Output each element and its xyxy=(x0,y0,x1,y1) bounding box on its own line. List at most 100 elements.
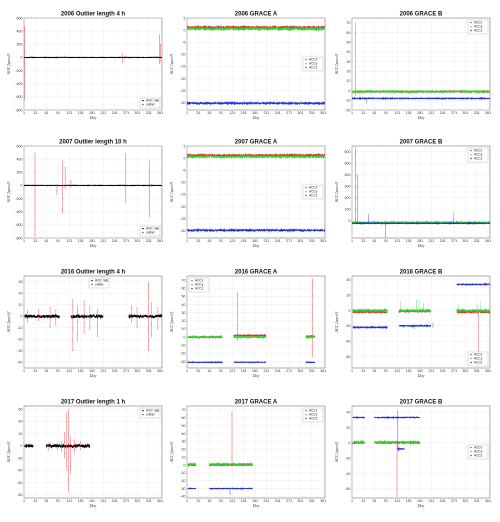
x-tick-label: 61 xyxy=(45,499,49,503)
x-tick-label: 61 xyxy=(45,239,49,243)
x-tick-label: 121 xyxy=(66,369,72,373)
data-line xyxy=(187,25,325,32)
x-tick-label: 61 xyxy=(373,499,377,503)
chart-title: 2007 Outlier length 10 h xyxy=(59,140,127,146)
x-tick-label: 211 xyxy=(429,111,435,115)
legend-entry: ACCy xyxy=(309,413,318,417)
legend-entry: outlier xyxy=(146,103,156,107)
legend-entry: ACCy xyxy=(309,190,318,194)
x-tick-label: 31 xyxy=(33,369,37,373)
x-tick-label: 301 xyxy=(462,239,468,243)
y-tick-label: -30 xyxy=(180,101,185,105)
y-tick-label: 0 xyxy=(184,335,186,339)
series-accz xyxy=(187,360,316,364)
x-tick-label: 211 xyxy=(264,369,270,373)
series-outlier xyxy=(34,152,152,237)
x-tick-label: 211 xyxy=(264,239,270,243)
x-tick-label: 301 xyxy=(134,369,140,373)
x-tick-label: 331 xyxy=(146,239,152,243)
x-tick-label: 241 xyxy=(440,499,446,503)
y-tick-label: -800 xyxy=(15,236,22,240)
legend-entry: ACCx xyxy=(309,409,318,413)
x-tick-label: 301 xyxy=(297,111,303,115)
x-axis-label: Day xyxy=(417,503,425,508)
y-tick-label: 50 xyxy=(182,295,186,299)
y-tick-label: 400 xyxy=(345,173,351,177)
legend-marker xyxy=(305,409,307,412)
x-tick-label: 151 xyxy=(406,369,412,373)
x-tick-label: 151 xyxy=(406,111,412,115)
x-tick-label: 31 xyxy=(361,369,365,373)
data-line xyxy=(187,100,325,106)
legend-entry: ACCx xyxy=(474,353,483,357)
x-tick-label: 181 xyxy=(252,499,258,503)
x-tick-label: 121 xyxy=(229,111,235,115)
y-tick-label: 0 xyxy=(349,309,351,313)
x-tick-label: 271 xyxy=(451,369,457,373)
x-tick-label: 1 xyxy=(186,499,188,503)
x-tick-label: 121 xyxy=(66,239,72,243)
plot-data xyxy=(187,411,254,495)
data-line xyxy=(24,443,34,448)
x-axis-label: Day xyxy=(252,115,260,120)
data-line xyxy=(209,487,253,490)
y-tick-label: -60 xyxy=(345,355,350,359)
y-tick-label: 20 xyxy=(182,319,186,323)
x-tick-label: 1 xyxy=(23,239,25,243)
legend-entry: ACCz xyxy=(474,157,483,161)
chart-panel-3-0: 2017 Outlier length 1 h 1 31 61 91 121 151 181 2… xyxy=(6,400,163,509)
x-tick-label: 181 xyxy=(417,369,423,373)
chart-title: 2007 GRACE B xyxy=(400,140,443,146)
y-tick-label: 40 xyxy=(347,50,351,54)
series-accy xyxy=(187,153,325,160)
legend-entry: ACCx xyxy=(309,58,318,62)
y-tick-label: -20 xyxy=(17,456,22,460)
chart-title: 2017 GRACE B xyxy=(400,400,443,406)
data-line xyxy=(352,416,366,419)
legend-entry: AOC rate xyxy=(146,99,160,103)
legend-entry: ACCy xyxy=(309,62,318,66)
x-axis-label: Day xyxy=(252,243,260,248)
legend-entry: ACCy xyxy=(474,25,483,29)
y-tick-label: 0 xyxy=(349,89,351,93)
plot-data xyxy=(187,278,316,364)
y-tick-label: 20 xyxy=(347,426,351,430)
legend-box xyxy=(302,56,324,72)
legend-marker xyxy=(470,454,472,457)
y-tick-label: 20 xyxy=(182,448,186,452)
legend-entry: ACCy xyxy=(195,283,204,287)
series-outlier xyxy=(24,25,161,101)
data-line xyxy=(233,361,266,364)
x-tick-label: 241 xyxy=(440,369,446,373)
plot-area xyxy=(23,17,163,111)
legend-marker xyxy=(305,194,307,197)
y-tick-label: -10 xyxy=(17,326,22,330)
y-tick-label: -40 xyxy=(17,469,22,473)
x-tick-label: 151 xyxy=(241,111,247,115)
data-line xyxy=(187,334,223,340)
chart-title: 2016 Outlier length 4 h xyxy=(61,270,126,276)
x-tick-label: 331 xyxy=(474,111,480,115)
series-accy xyxy=(187,461,254,467)
x-tick-label: 181 xyxy=(89,369,95,373)
legend-marker xyxy=(91,279,93,282)
y-tick-label: 0 xyxy=(21,315,23,319)
x-tick-label: 271 xyxy=(123,499,129,503)
data-line xyxy=(233,333,267,338)
plot-area xyxy=(186,145,326,239)
y-tick-label: -80 xyxy=(17,493,22,497)
x-axis-label: Day xyxy=(89,243,97,248)
x-axis-label: Day xyxy=(417,243,425,248)
x-tick-label: 211 xyxy=(264,499,270,503)
legend-marker xyxy=(470,361,472,364)
y-tick-label: 40 xyxy=(19,420,23,424)
y-tick-label: -600 xyxy=(15,223,22,227)
data-line xyxy=(24,313,60,320)
legend-box xyxy=(188,277,210,293)
x-tick-label: 91 xyxy=(219,499,223,503)
